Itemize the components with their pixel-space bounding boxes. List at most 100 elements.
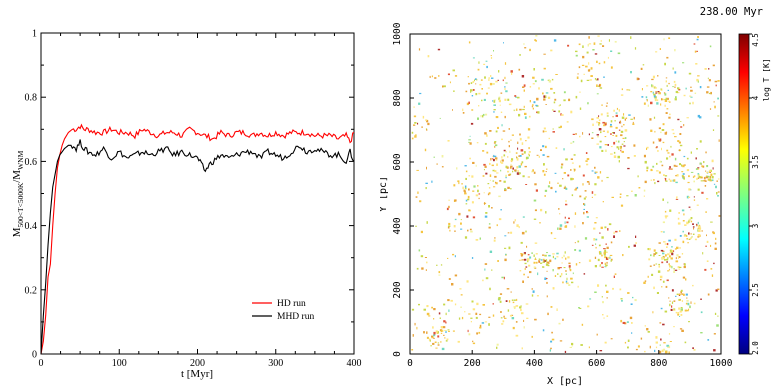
map-cell bbox=[559, 224, 563, 227]
map-cell bbox=[479, 237, 481, 240]
map-cell bbox=[661, 261, 664, 264]
map-cell bbox=[643, 154, 646, 158]
map-cell bbox=[527, 176, 530, 178]
map-cell bbox=[544, 95, 547, 98]
map-cell bbox=[558, 105, 560, 107]
map-cell bbox=[464, 165, 467, 167]
map-cell bbox=[673, 308, 676, 311]
map-cell bbox=[697, 80, 699, 83]
map-cell bbox=[674, 136, 677, 138]
map-cell bbox=[500, 162, 504, 164]
map-cell bbox=[453, 225, 456, 228]
legend: HD run MHD run bbox=[252, 299, 314, 322]
map-cell bbox=[521, 347, 523, 350]
map-cell bbox=[534, 242, 538, 244]
map-cell bbox=[616, 107, 618, 110]
map-cell bbox=[491, 207, 493, 209]
map-cell bbox=[493, 99, 496, 101]
map-cell bbox=[497, 126, 499, 129]
map-cell bbox=[699, 162, 702, 165]
map-cell bbox=[669, 209, 672, 212]
map-cell bbox=[523, 319, 525, 322]
map-cell bbox=[504, 86, 506, 88]
map-cell bbox=[594, 166, 596, 169]
map-cell bbox=[688, 196, 691, 198]
map-cell bbox=[544, 145, 547, 149]
map-cell bbox=[620, 204, 624, 207]
map-cell bbox=[449, 81, 451, 84]
map-cell bbox=[565, 257, 567, 260]
map-cell bbox=[488, 223, 491, 225]
map-cell bbox=[621, 88, 623, 91]
map-cell bbox=[571, 345, 574, 347]
map-cell bbox=[544, 277, 547, 280]
map-cell bbox=[488, 316, 491, 318]
map-area bbox=[409, 33, 722, 355]
map-cell bbox=[715, 237, 717, 240]
map-cell bbox=[572, 178, 574, 180]
map-cell bbox=[460, 228, 463, 230]
map-cell bbox=[531, 335, 533, 338]
map-cell bbox=[462, 108, 464, 112]
map-cell bbox=[522, 108, 525, 111]
map-cell bbox=[470, 317, 473, 319]
map-cell bbox=[578, 43, 581, 46]
map-cell bbox=[470, 82, 473, 84]
map-cell bbox=[677, 266, 680, 269]
map-cell bbox=[646, 99, 648, 102]
map-cell bbox=[534, 39, 537, 41]
map-cell bbox=[517, 141, 519, 144]
map-cell bbox=[504, 76, 506, 80]
map-cell bbox=[488, 187, 491, 189]
map-cell bbox=[544, 195, 546, 197]
map-cell bbox=[535, 104, 538, 107]
map-cell bbox=[475, 83, 477, 85]
map-cell bbox=[695, 157, 697, 160]
map-cell bbox=[679, 133, 682, 135]
map-cell bbox=[663, 92, 666, 94]
map-cell bbox=[437, 335, 440, 338]
map-cell bbox=[682, 177, 684, 179]
map-cell bbox=[656, 146, 658, 149]
map-cell bbox=[667, 152, 670, 154]
map-cell bbox=[487, 183, 490, 185]
map-cell bbox=[448, 225, 451, 227]
map-cell bbox=[686, 235, 688, 237]
map-cell bbox=[668, 239, 671, 242]
map-cell bbox=[520, 149, 524, 152]
map-cell bbox=[673, 326, 675, 328]
y-axis-label-main: M bbox=[11, 227, 23, 237]
map-cell bbox=[597, 176, 600, 179]
map-cell bbox=[662, 323, 665, 326]
map-cell bbox=[688, 206, 691, 208]
map-cell bbox=[443, 303, 446, 306]
map-cell bbox=[501, 156, 503, 159]
map-cell bbox=[703, 180, 706, 182]
map-cell bbox=[543, 98, 546, 101]
series-line-mhd bbox=[40, 139, 355, 355]
map-cell bbox=[492, 303, 494, 305]
map-cell bbox=[697, 167, 700, 169]
map-cell bbox=[505, 176, 507, 179]
map-cell bbox=[483, 192, 485, 194]
map-cell bbox=[417, 122, 419, 125]
map-cell bbox=[662, 141, 665, 144]
map-cell bbox=[674, 238, 677, 241]
map-cell bbox=[489, 287, 491, 291]
map-cell bbox=[443, 85, 446, 88]
map-cell bbox=[574, 225, 576, 228]
map-cell bbox=[586, 163, 589, 166]
map-cell bbox=[464, 185, 467, 188]
map-cell bbox=[495, 116, 499, 119]
map-cell bbox=[426, 261, 428, 264]
map-cell bbox=[485, 60, 488, 62]
map-cell bbox=[697, 188, 700, 191]
map-cell bbox=[472, 80, 475, 83]
map-cell bbox=[655, 252, 658, 255]
map-cell bbox=[601, 149, 604, 152]
map-cell bbox=[483, 63, 486, 65]
map-cell bbox=[517, 170, 520, 172]
map-cell bbox=[542, 329, 545, 332]
map-cell bbox=[535, 253, 538, 255]
map-cell bbox=[562, 318, 564, 321]
